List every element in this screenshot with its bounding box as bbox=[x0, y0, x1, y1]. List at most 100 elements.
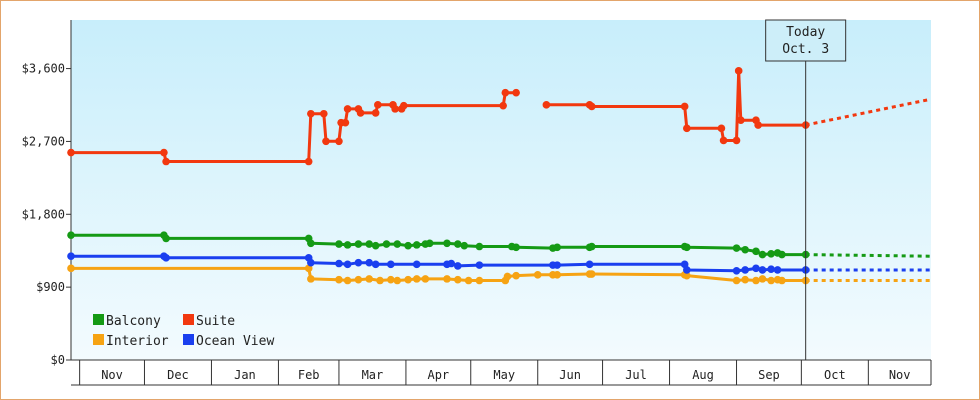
data-point bbox=[752, 247, 760, 256]
data-point bbox=[393, 276, 402, 285]
data-point bbox=[162, 254, 170, 262]
data-point bbox=[412, 260, 421, 269]
data-point bbox=[683, 271, 691, 280]
data-point bbox=[443, 239, 451, 248]
data-point bbox=[767, 265, 775, 273]
data-point bbox=[386, 275, 395, 284]
data-point bbox=[719, 136, 728, 145]
x-tick-label: Jan bbox=[234, 368, 256, 382]
data-point bbox=[741, 245, 749, 254]
data-point bbox=[475, 261, 484, 269]
data-point bbox=[758, 266, 767, 274]
data-point bbox=[404, 241, 412, 250]
x-tick-label: Apr bbox=[427, 368, 449, 382]
data-point bbox=[683, 243, 691, 252]
today-box bbox=[765, 19, 847, 62]
data-point bbox=[501, 88, 510, 97]
data-point bbox=[553, 261, 561, 269]
data-point bbox=[512, 88, 520, 97]
data-point bbox=[335, 137, 343, 146]
legend-item-interior: Interior bbox=[93, 334, 169, 349]
data-point bbox=[341, 118, 350, 127]
data-point bbox=[354, 240, 363, 248]
data-point bbox=[391, 105, 399, 113]
data-point bbox=[464, 276, 473, 285]
data-point bbox=[307, 239, 315, 248]
data-point bbox=[404, 275, 412, 284]
data-point bbox=[741, 275, 749, 284]
x-tick-label: Jul bbox=[625, 368, 647, 382]
data-point bbox=[365, 240, 373, 248]
forecast-line bbox=[805, 253, 932, 258]
y-tick-label: $3,600 bbox=[22, 62, 65, 76]
series-balcony bbox=[67, 231, 932, 259]
x-tick-label: Jun bbox=[559, 368, 581, 382]
series-layer bbox=[67, 67, 932, 285]
legend-swatch bbox=[93, 334, 104, 345]
data-point bbox=[752, 276, 760, 285]
data-point bbox=[732, 136, 741, 145]
data-point bbox=[767, 276, 775, 285]
today-label: Today bbox=[786, 25, 825, 40]
data-point bbox=[717, 124, 726, 133]
data-point bbox=[732, 266, 741, 275]
today-date-label: Oct. 3 bbox=[782, 42, 829, 57]
data-point bbox=[453, 275, 462, 284]
data-point bbox=[386, 260, 395, 269]
data-point bbox=[475, 242, 484, 251]
data-point bbox=[343, 241, 352, 249]
x-tick-label: Feb bbox=[298, 368, 320, 382]
y-tick-label: $0 bbox=[51, 353, 65, 367]
data-point bbox=[680, 102, 689, 111]
legend-label: Ocean View bbox=[196, 334, 274, 349]
data-point bbox=[307, 275, 315, 283]
data-point bbox=[447, 259, 456, 268]
x-tick-label: Mar bbox=[362, 368, 384, 382]
data-point bbox=[512, 271, 520, 280]
y-tick-label: $1,800 bbox=[22, 207, 65, 221]
data-point bbox=[752, 264, 760, 273]
legend-item-suite: Suite bbox=[183, 314, 235, 329]
x-tick-label: Nov bbox=[889, 368, 911, 382]
forecast-line bbox=[805, 97, 932, 127]
data-point bbox=[343, 105, 352, 113]
data-point bbox=[162, 234, 170, 243]
legend-item-ocean-view: Ocean View bbox=[183, 334, 274, 349]
data-point bbox=[354, 258, 363, 267]
data-point bbox=[371, 260, 380, 269]
data-point bbox=[67, 231, 75, 239]
data-point bbox=[399, 101, 408, 110]
data-point bbox=[412, 275, 421, 283]
x-tick-label: Sep bbox=[758, 368, 780, 382]
data-point bbox=[67, 148, 75, 157]
data-point bbox=[778, 276, 786, 285]
data-point bbox=[553, 243, 561, 252]
data-point bbox=[307, 109, 315, 118]
series-suite bbox=[67, 67, 932, 166]
data-point bbox=[343, 276, 352, 285]
x-tick-label: May bbox=[493, 368, 515, 382]
data-point bbox=[335, 259, 343, 268]
data-point bbox=[542, 101, 551, 109]
data-point bbox=[453, 240, 462, 248]
legend-label: Suite bbox=[196, 314, 235, 329]
legend-swatch bbox=[183, 314, 194, 325]
data-point bbox=[335, 240, 343, 248]
data-point bbox=[354, 275, 363, 284]
legend-label: Interior bbox=[106, 334, 169, 349]
y-axis: $0 $900 $1,800 $2,700 $3,600 bbox=[22, 20, 72, 367]
data-point bbox=[475, 276, 484, 285]
x-tick-label: Aug bbox=[692, 368, 714, 382]
data-point bbox=[425, 239, 434, 248]
y-tick-label: $900 bbox=[36, 280, 65, 294]
data-point bbox=[393, 240, 402, 248]
data-point bbox=[307, 258, 315, 267]
data-point bbox=[304, 157, 313, 166]
series-interior bbox=[67, 264, 931, 285]
data-point bbox=[453, 262, 462, 270]
data-point bbox=[503, 272, 512, 281]
data-point bbox=[767, 249, 775, 258]
data-point bbox=[374, 101, 382, 109]
data-point bbox=[320, 109, 328, 118]
